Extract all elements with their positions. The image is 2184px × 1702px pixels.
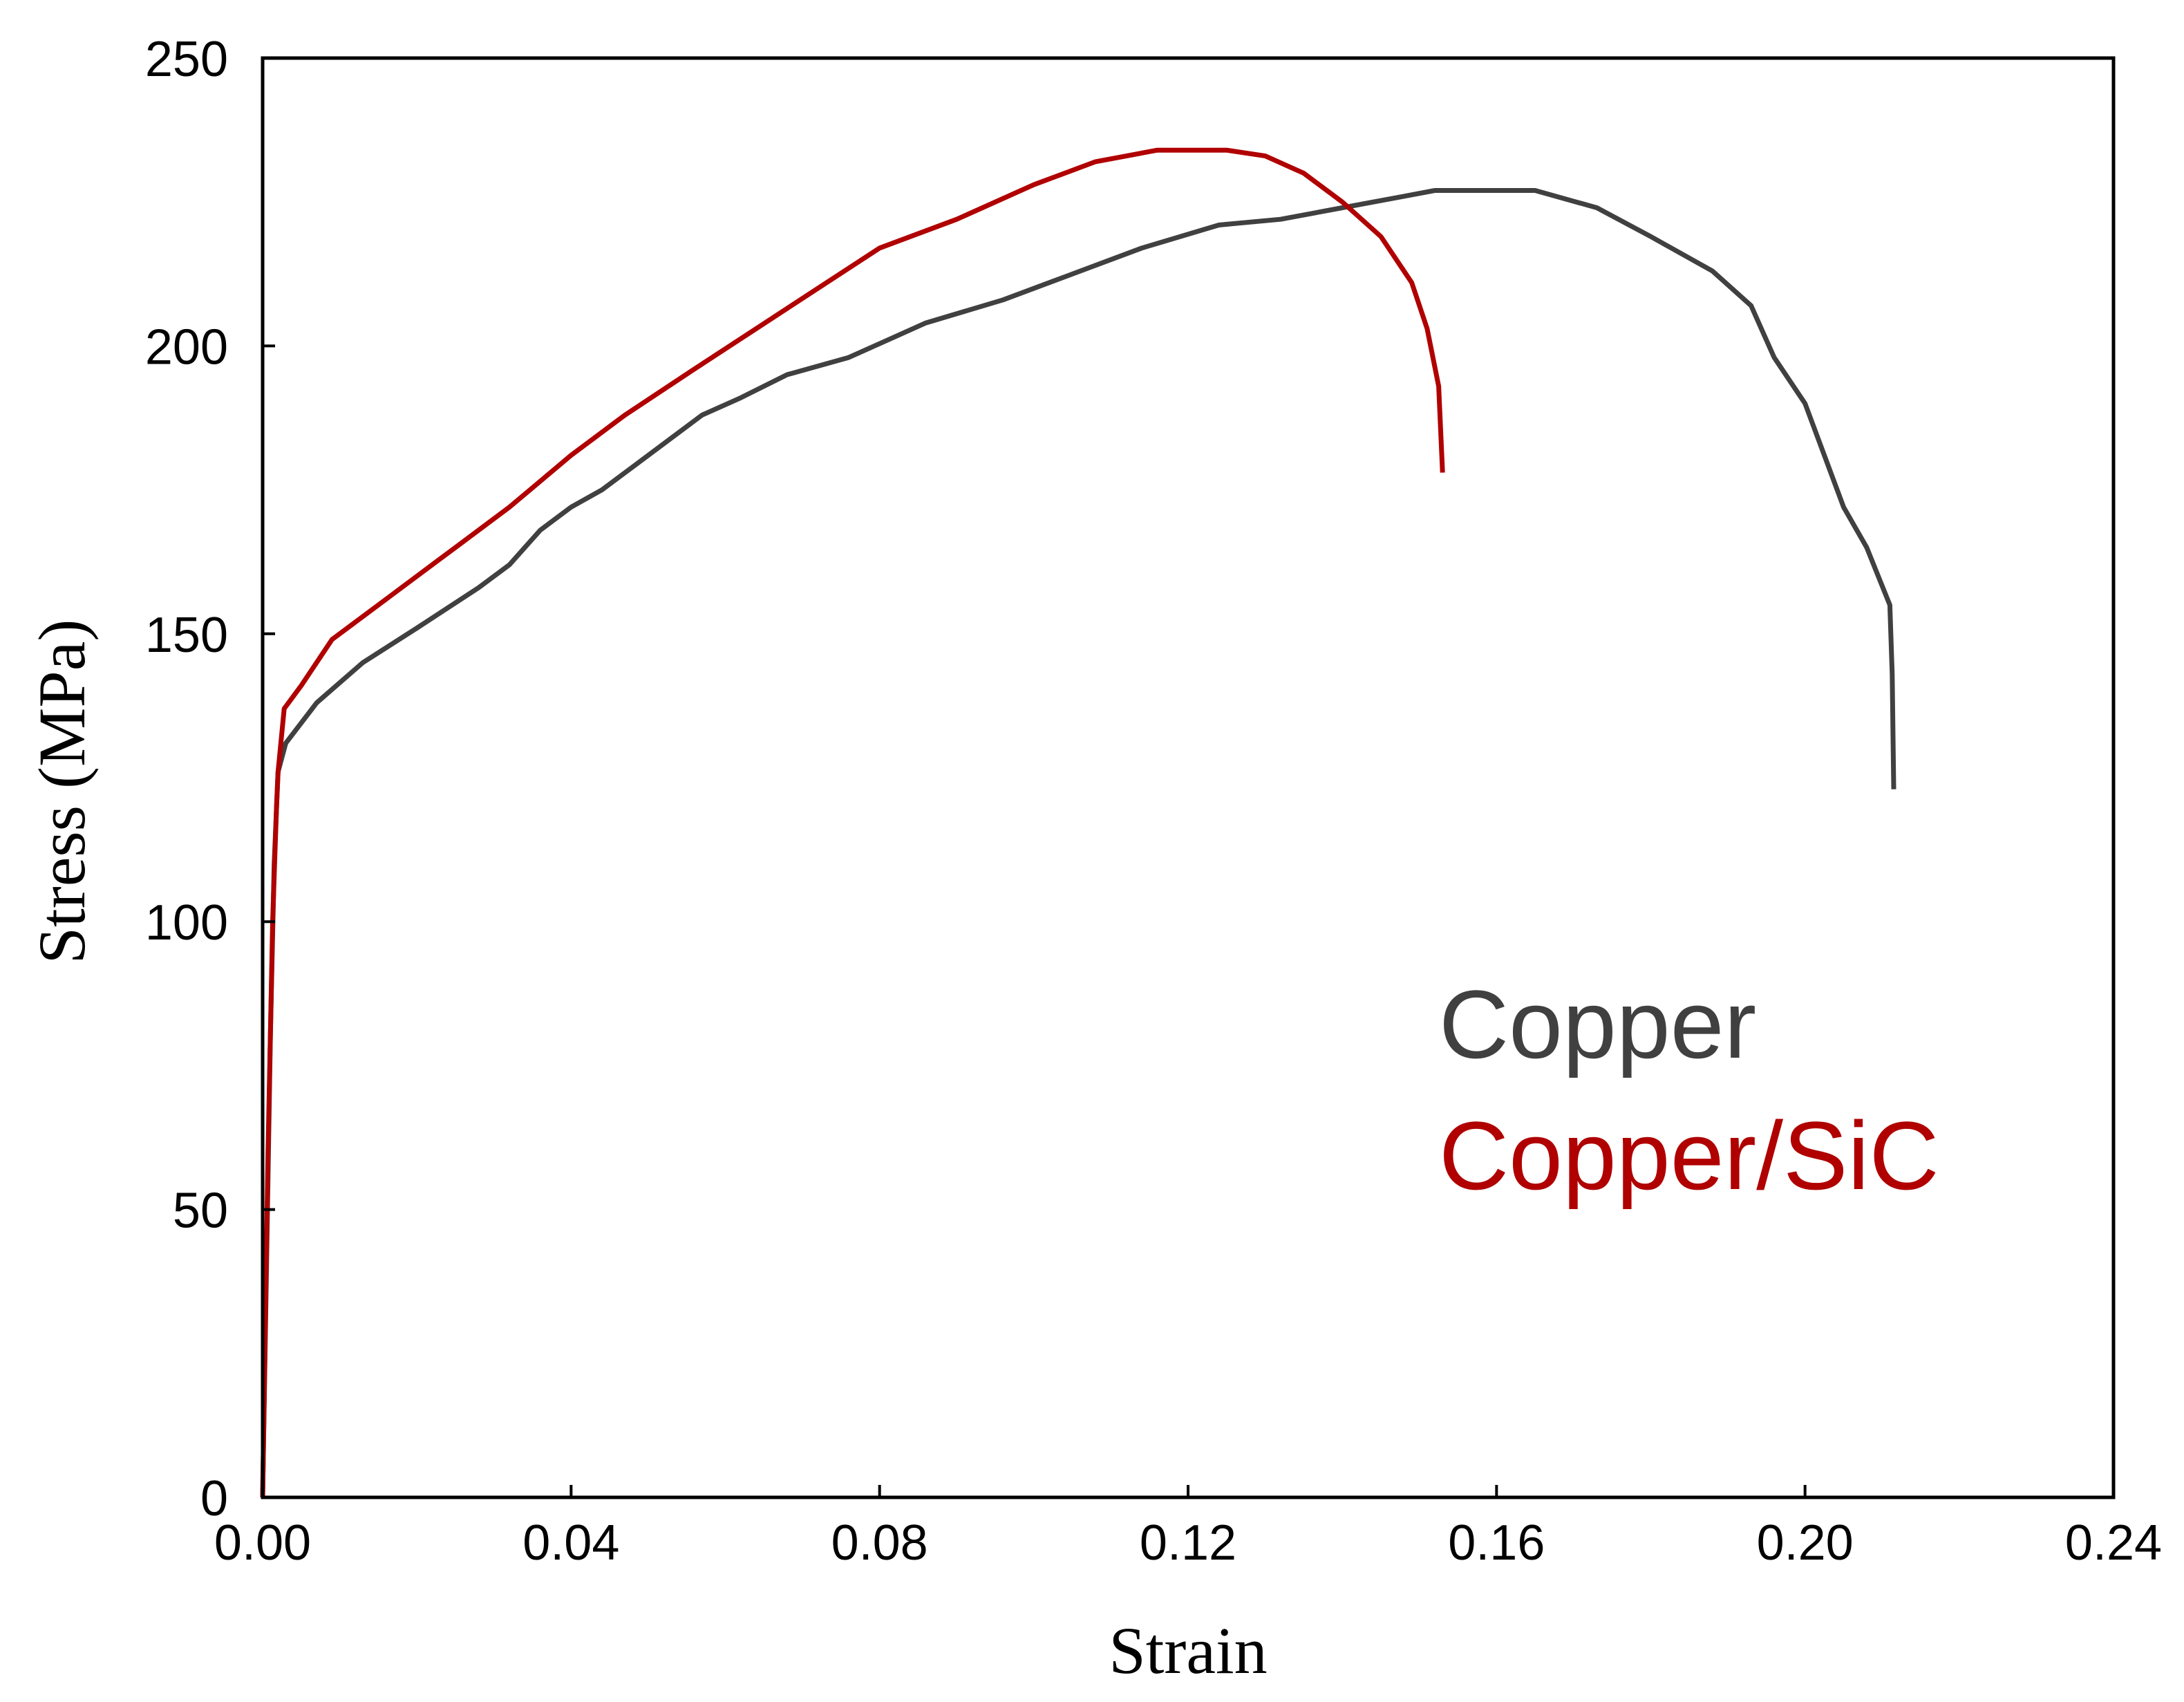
x-tick-label: 0.00 bbox=[214, 1515, 311, 1571]
y-tick-label: 0 bbox=[200, 1471, 228, 1526]
series-layer bbox=[260, 147, 1896, 1498]
y-tick-label: 250 bbox=[145, 32, 228, 87]
y-axis-title: Stress (MPa) bbox=[25, 619, 99, 964]
x-tick-label: 0.16 bbox=[1448, 1515, 1545, 1571]
y-tick-label: 50 bbox=[173, 1184, 228, 1239]
legend-entry-copper-sic: Copper/SiC bbox=[1439, 1101, 1939, 1210]
x-axis-title: Strain bbox=[1109, 1614, 1267, 1687]
series-line-copper bbox=[260, 188, 1896, 1498]
x-axis: 0.00 0.04 0.08 0.12 0.16 0.20 0.24 bbox=[214, 1485, 2162, 1571]
y-axis: 0 50 100 150 200 250 bbox=[145, 32, 275, 1526]
series-line-copper-sic bbox=[260, 147, 1445, 1498]
x-tick-label: 0.24 bbox=[2065, 1515, 2162, 1571]
x-tick-label: 0.08 bbox=[831, 1515, 928, 1571]
y-tick-label: 150 bbox=[145, 608, 228, 663]
x-tick-label: 0.04 bbox=[523, 1515, 619, 1571]
y-tick-label: 200 bbox=[145, 319, 228, 375]
legend: Copper Copper/SiC bbox=[1439, 970, 1939, 1210]
y-tick-label: 100 bbox=[145, 895, 228, 951]
x-tick-label: 0.20 bbox=[1757, 1515, 1854, 1571]
x-tick-label: 0.12 bbox=[1140, 1515, 1236, 1571]
legend-entry-copper: Copper bbox=[1439, 970, 1756, 1078]
